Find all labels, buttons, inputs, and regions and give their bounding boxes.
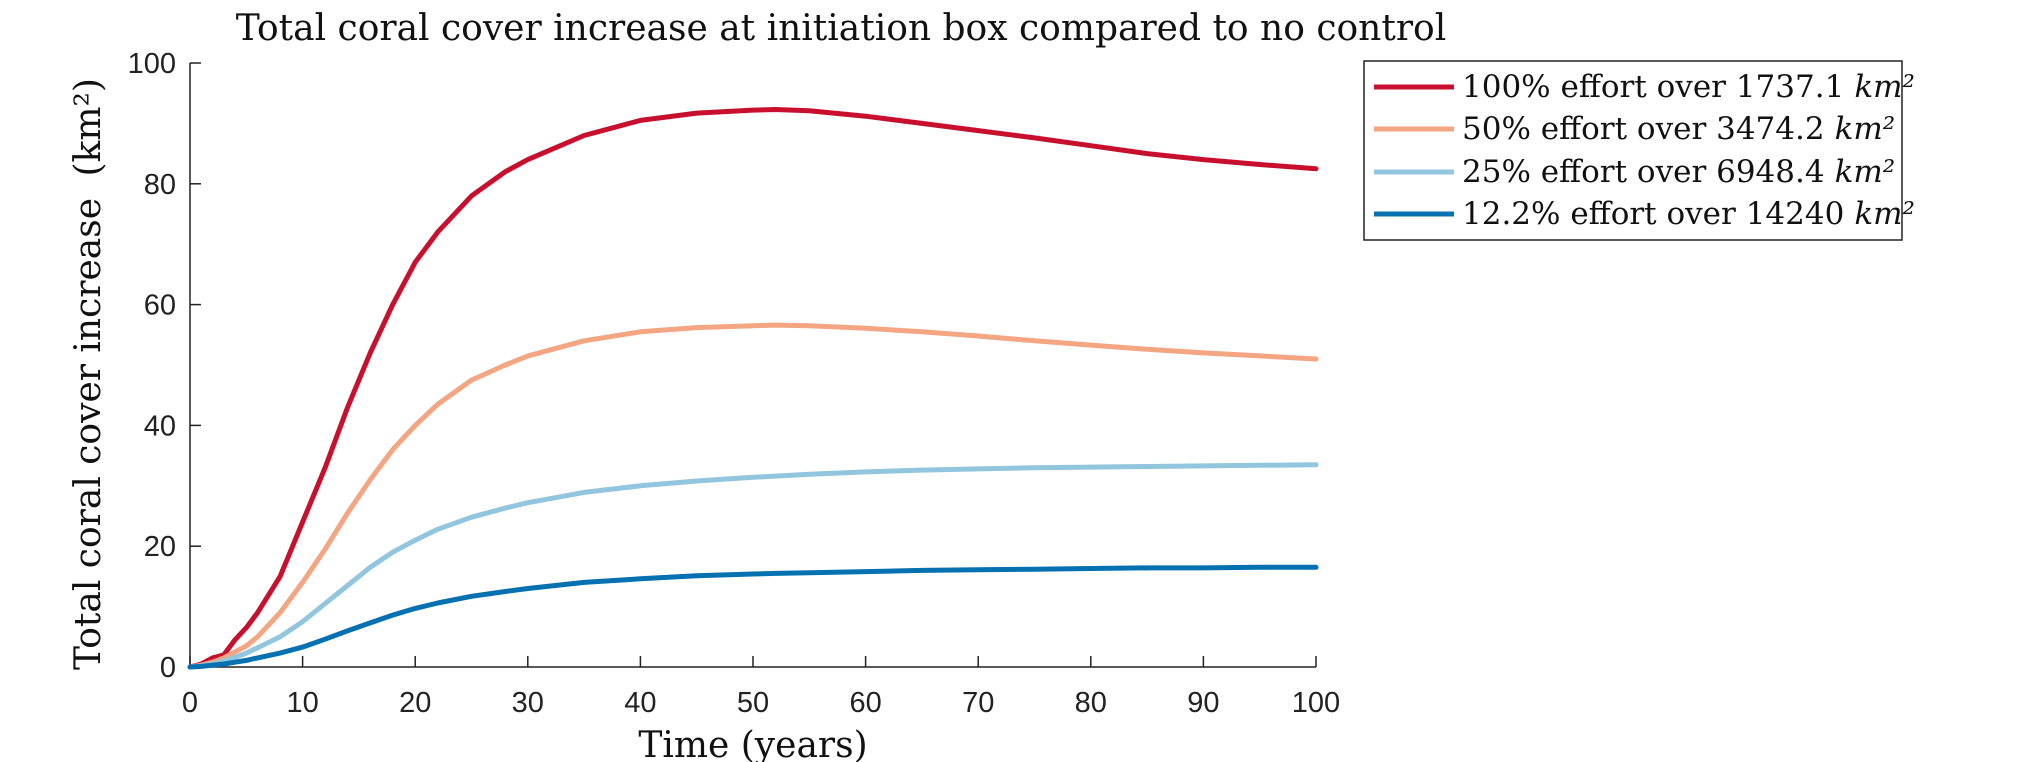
x-tick-label: 90 — [1187, 687, 1219, 719]
legend-entry-4: 12.2% effort over 14240 km² — [1462, 196, 1915, 232]
legend-entry-text: 12.2% effort over 14240 — [1462, 196, 1844, 232]
legend-entry-2: 50% effort over 3474.2 km² — [1462, 111, 1895, 147]
chart-title: Total coral cover increase at initiation… — [236, 8, 1446, 49]
legend-entry-unit: km² — [1854, 196, 1915, 232]
x-tick-label: 60 — [849, 687, 881, 719]
y-tick-label: 40 — [144, 410, 176, 442]
legend-entry-unit: km² — [1854, 69, 1915, 105]
legend-entry-3: 25% effort over 6948.4 km² — [1462, 154, 1895, 190]
legend-entry-unit: km² — [1835, 154, 1896, 190]
legend-entry-text: 25% effort over 6948.4 — [1462, 154, 1825, 190]
legend-entry-1: 100% effort over 1737.1 km² — [1462, 69, 1915, 105]
y-tick-label: 100 — [128, 48, 176, 80]
x-tick-label: 100 — [1292, 687, 1340, 719]
x-tick-label: 80 — [1075, 687, 1107, 719]
x-tick-label: 20 — [399, 687, 431, 719]
y-tick-label: 20 — [144, 531, 176, 563]
axes: 0 10 20 30 40 50 60 70 80 90 100 0 20 40 60 80 100 — [128, 48, 1341, 719]
x-tick-label: 0 — [182, 687, 198, 719]
series-line-1 — [187, 107, 1319, 670]
series-layer — [187, 107, 1319, 670]
series-line-4 — [187, 564, 1319, 670]
y-tick-label: 80 — [144, 169, 176, 201]
y-tick-label: 0 — [160, 652, 176, 684]
y-axis-label: Total coral cover increase (km²) — [68, 78, 109, 670]
x-tick-label: 40 — [624, 687, 656, 719]
y-axis-label-text: Total coral cover increase — [68, 198, 109, 670]
x-tick-label: 50 — [737, 687, 769, 719]
y-tick-label: 60 — [144, 290, 176, 322]
legend-entry-unit: km² — [1835, 111, 1896, 147]
series-line-2 — [187, 322, 1319, 670]
y-axis-label-unit: (km²) — [68, 78, 109, 176]
x-tick-label: 70 — [962, 687, 994, 719]
x-axis-label: Time (years) — [638, 725, 867, 762]
series-line-3 — [187, 462, 1319, 670]
x-tick-label: 10 — [286, 687, 318, 719]
legend-entry-text: 100% effort over 1737.1 — [1462, 69, 1844, 105]
legend-box — [1363, 60, 1903, 241]
legend-entry-text: 50% effort over 3474.2 — [1462, 111, 1825, 147]
x-tick-label: 30 — [512, 687, 544, 719]
